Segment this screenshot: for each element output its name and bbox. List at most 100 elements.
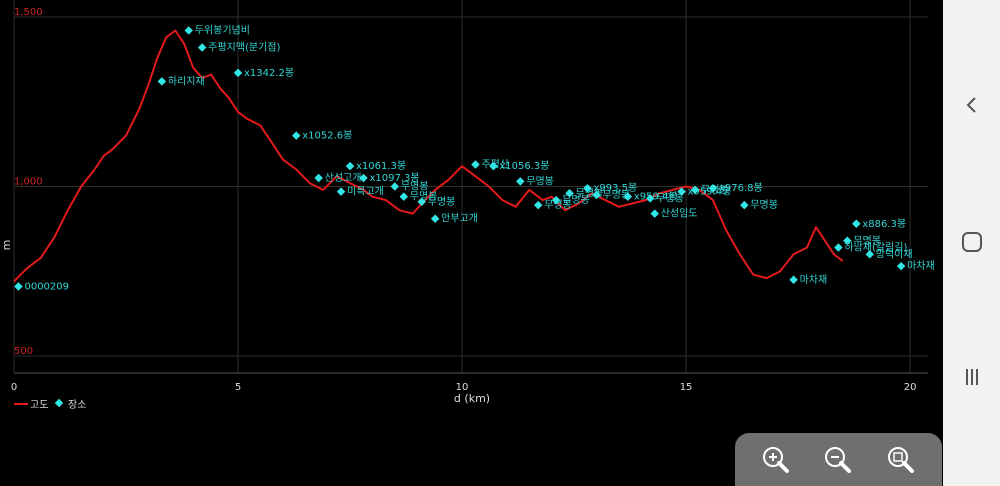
place-label: 주평지맥(분기점) (208, 41, 280, 53)
place-marker: 무명봉 (390, 181, 429, 193)
x-tick-label: 15 (680, 382, 693, 393)
place-label: x993.5봉 (593, 182, 637, 194)
legend-label-place: 장소 (68, 399, 86, 411)
zoom-in-button[interactable] (758, 442, 794, 478)
place-label: 미륵고개 (347, 186, 384, 198)
place-label: 마차재 (800, 274, 828, 286)
place-diamond-icon (852, 219, 861, 229)
place-label: 산성임도 (661, 207, 698, 220)
place-label: 무명봉 (656, 192, 684, 204)
x-tick-label: 0 (11, 382, 17, 393)
place-diamond-icon (233, 68, 243, 78)
place-diamond-icon (14, 282, 23, 291)
place-label: 산성고개 (325, 172, 362, 184)
place-marker: x1061.3봉 (345, 160, 406, 172)
zoom-fit-button[interactable] (883, 442, 919, 478)
recents-button[interactable] (943, 357, 1000, 397)
place-label: 하남재(갈림길) (844, 241, 907, 254)
elevation-chart[interactable]: 500 1,000 1,500 0 5 10 15 20 m d (km) 0000209 두… (0, 0, 943, 486)
place-label: 0000209 (24, 282, 69, 293)
place-diamond-icon (489, 161, 498, 171)
x-tick-label: 10 (456, 382, 469, 393)
place-marker: x1056.3봉 (489, 160, 550, 172)
place-diamond-icon (314, 173, 323, 183)
place-label: 무명봉 (602, 189, 630, 201)
elevation-line (13, 29, 844, 283)
place-diamond-icon (533, 200, 543, 210)
x-axis-ticks: 0 5 10 15 20 (11, 382, 917, 393)
place-diamond-icon (471, 160, 480, 169)
place-marker: 하리지재 (157, 74, 205, 87)
place-diamond-icon (516, 177, 525, 186)
place-label: 무명봉 (526, 175, 554, 187)
place-label: 망덕이재 (876, 248, 913, 260)
place-label: 마차재 (907, 260, 935, 272)
place-marker: 무명봉 (740, 199, 778, 211)
place-label: 무명봉 (853, 235, 881, 247)
place-label: x1097.3봉 (369, 172, 419, 184)
place-diamond-icon (896, 261, 906, 271)
place-diamond-icon (157, 77, 167, 86)
home-square-icon (961, 232, 982, 252)
y-tick-label: 1,000 (14, 177, 43, 188)
chart-legend: 고도 장소 (14, 398, 86, 411)
place-diamond-icon (650, 209, 659, 218)
place-marker: 마차재 (896, 260, 935, 272)
place-label: x1056.3봉 (499, 160, 549, 172)
place-label: x886.3봉 (862, 218, 906, 230)
place-label: 무명봉 (401, 181, 429, 193)
place-label: 무명봉 (562, 194, 590, 206)
y-tick-label: 500 (14, 346, 33, 357)
place-label: 안부고개 (441, 213, 478, 225)
place-marker: 무명봉 (399, 191, 438, 203)
place-marker: 무명봉 (417, 196, 455, 208)
zoom-controls (735, 433, 942, 486)
place-marker: 안부고개 (430, 213, 478, 225)
place-diamond-icon (390, 182, 400, 191)
place-diamond-icon (789, 275, 798, 284)
x-tick-label: 5 (235, 382, 241, 393)
chart-grid (13, 0, 928, 374)
place-diamond-icon (740, 200, 749, 210)
system-navigation-bar (943, 0, 1000, 486)
place-diamond-icon (834, 243, 843, 252)
y-axis-ticks: 500 1,000 1,500 (14, 7, 43, 357)
back-chevron-icon (966, 97, 976, 113)
x-axis-label: d (km) (454, 392, 490, 405)
back-button[interactable] (943, 85, 1000, 125)
home-button[interactable] (943, 222, 1000, 262)
place-label: 무명봉 (410, 191, 438, 203)
place-label: 두위봉기념비 (195, 24, 250, 37)
place-marker: 미륵고개 (336, 186, 384, 198)
place-marker: 무명봉 (516, 175, 554, 187)
place-diamond-icon (430, 214, 440, 223)
place-diamond-icon (345, 161, 355, 171)
place-label: 무명봉 (428, 196, 456, 208)
x-tick-label: 20 (904, 382, 917, 393)
place-label: x1052.6봉 (302, 130, 352, 142)
legend-diamond-marker (54, 398, 64, 408)
place-label: 하리지재 (168, 74, 205, 87)
place-marker: 주평지맥(분기점) (197, 41, 280, 53)
place-label: x1342.2봉 (244, 67, 294, 79)
place-marker: x1052.6봉 (292, 130, 352, 142)
place-label: x976.8봉 (719, 182, 763, 194)
place-marker: 산성고개 (314, 172, 361, 184)
y-axis-label: m (0, 240, 13, 251)
zoom-out-button[interactable] (820, 442, 856, 478)
place-diamond-icon (417, 197, 426, 207)
y-tick-label: 1,500 (14, 7, 43, 18)
zoom-in-icon (763, 446, 790, 473)
place-diamond-icon (184, 26, 193, 35)
zoom-out-icon (825, 446, 852, 473)
zoom-fit-icon (887, 446, 914, 473)
elevation-series (13, 29, 844, 283)
place-label: x959.4봉 (634, 191, 678, 203)
place-marker: 두위봉기념비 (184, 24, 250, 37)
place-diamond-icon (359, 173, 368, 183)
recents-lines-icon (965, 369, 978, 385)
place-marker: 마차재 (789, 274, 827, 286)
legend-label-elevation: 고도 (30, 400, 48, 411)
place-label: x959.4봉 (688, 186, 732, 198)
